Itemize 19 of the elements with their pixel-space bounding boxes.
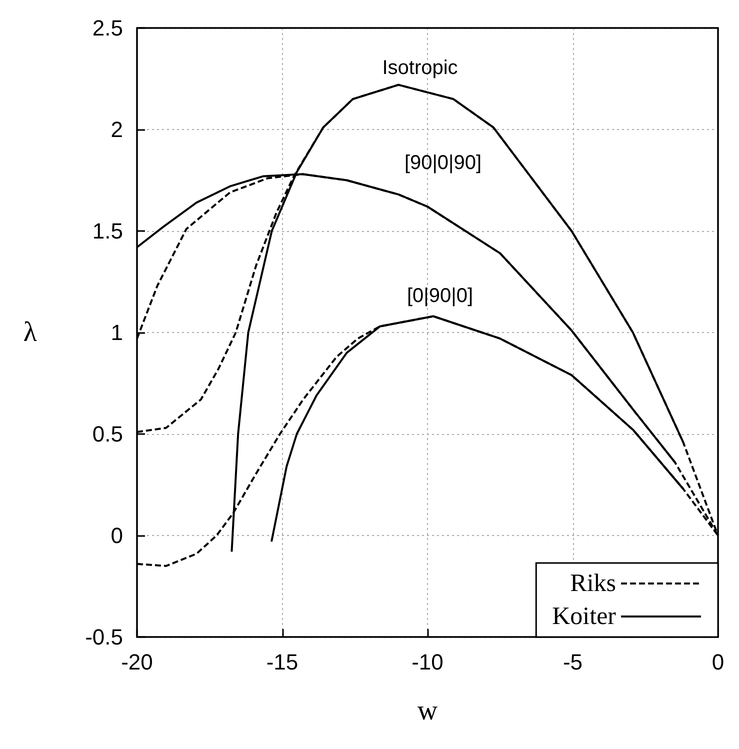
x-tick-label: -20	[121, 650, 153, 674]
legend-label: Koiter	[552, 603, 617, 630]
annotation: Isotropic	[382, 57, 458, 79]
y-axis-title: λ	[23, 317, 38, 348]
y-tick-label: 2	[110, 117, 123, 142]
x-axis-title: w	[417, 696, 438, 726]
y-tick-label: 1	[110, 320, 123, 345]
y-tick-label: -0.5	[85, 624, 123, 650]
annotation: [90|0|90]	[404, 152, 482, 174]
x-tick-label: -5	[562, 650, 583, 674]
y-tick-label: 2.5	[92, 16, 123, 40]
annotation: [0|90|0]	[407, 285, 473, 307]
x-tick-label: -10	[412, 650, 444, 674]
y-tick-label: 1.5	[92, 218, 123, 244]
x-tick-label: -15	[266, 650, 298, 674]
legend-label: Riks	[570, 570, 616, 597]
y-tick-label: 0.5	[92, 422, 123, 446]
x-tick-label: 0	[712, 650, 724, 674]
y-tick-label: 0	[110, 523, 123, 548]
